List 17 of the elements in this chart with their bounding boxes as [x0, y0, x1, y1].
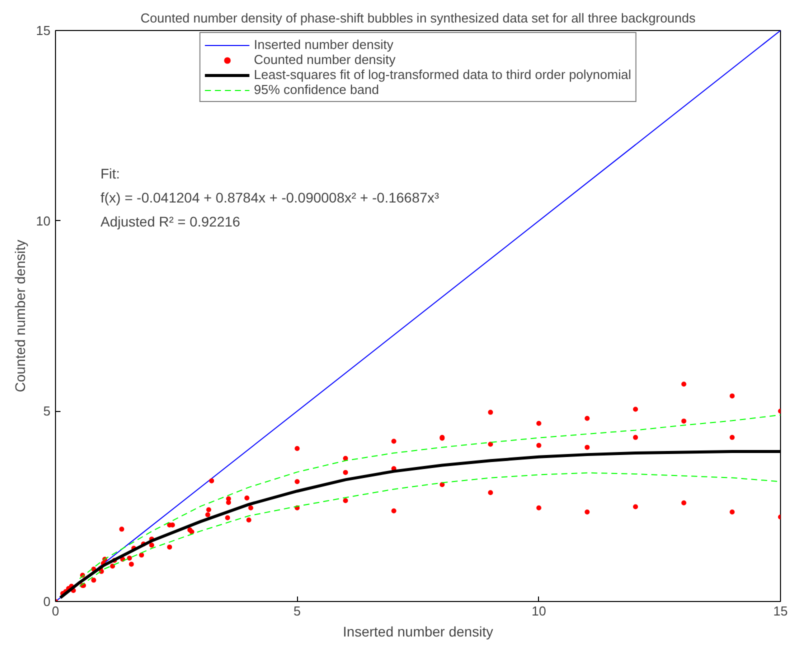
y-axis-title: Counted number density	[12, 240, 28, 392]
chart-title: Counted number density of phase-shift bubbles in synthesized data set for all three backgrounds	[140, 10, 696, 26]
legend-label: Counted number density	[254, 52, 396, 67]
y-tick-label: 5	[43, 404, 51, 419]
y-tick-label: 10	[36, 213, 51, 228]
x-axis-title: Inserted number density	[342, 624, 494, 640]
y-tick-label: 0	[43, 594, 51, 609]
x-tick-label: 15	[773, 604, 788, 618]
x-tick-label: 5	[294, 604, 301, 618]
legend-label: 95% confidence band	[254, 82, 379, 97]
annotation: Adjusted R² = 0.92216	[100, 214, 240, 230]
annotation: f(x) = -0.041204 + 0.8784x + -0.090008x² + -0.16687x³	[100, 190, 440, 206]
legend-label: Inserted number density	[254, 37, 394, 52]
x-tick-label: 10	[532, 604, 546, 618]
legend-label: Least-squares fit of log-transformed data to third order polynomial	[254, 67, 632, 82]
y-tick-label: 15	[36, 23, 51, 38]
annotation: Fit:	[100, 166, 120, 182]
